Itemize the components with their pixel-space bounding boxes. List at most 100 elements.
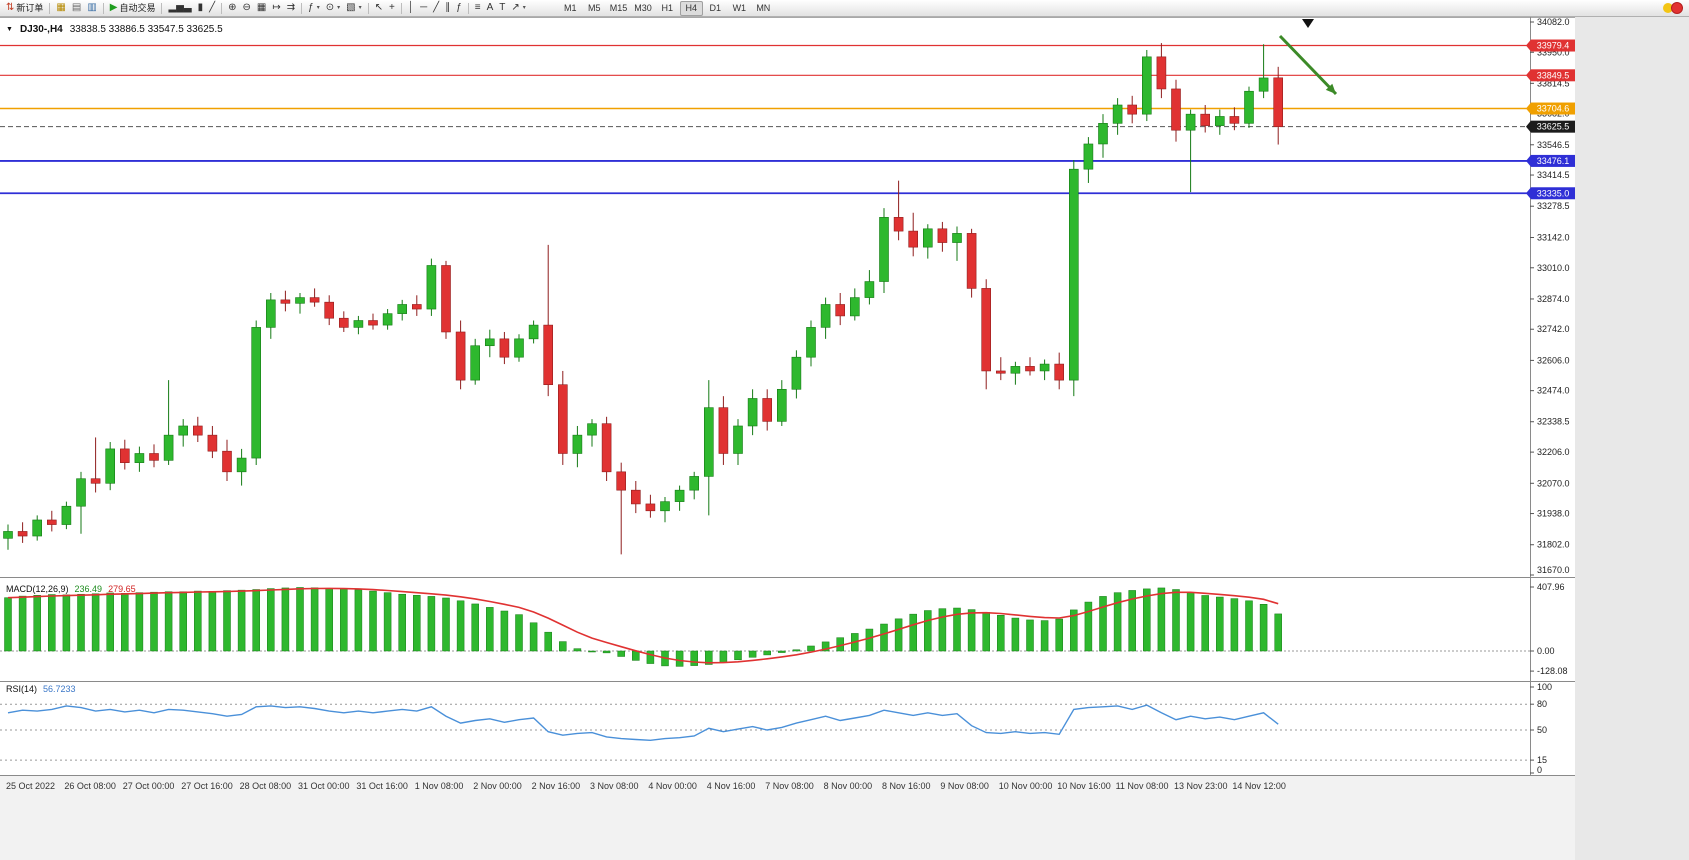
candle-body: [762, 398, 773, 422]
macd-histogram-bar: [821, 641, 830, 652]
timeframe-m5[interactable]: M5: [583, 1, 606, 16]
annotation-arrowhead[interactable]: [1325, 83, 1336, 94]
notification-icon[interactable]: [1658, 1, 1686, 16]
timeframe-mn[interactable]: MN: [752, 1, 775, 16]
candle-body: [952, 233, 962, 243]
price-tag-label: 33335.0: [1537, 188, 1570, 198]
fibonacci-button[interactable]: ƒ: [453, 1, 465, 16]
candle-body: [1156, 56, 1167, 90]
candle-body: [207, 434, 218, 452]
price-axis-label: 33546.5: [1537, 140, 1570, 150]
candle-body: [17, 531, 28, 537]
timeframe-m15[interactable]: M15: [607, 1, 631, 16]
annotation-arrow[interactable]: [1278, 34, 1338, 96]
candle-body: [32, 519, 43, 537]
timeframe-m1[interactable]: M1: [559, 1, 582, 16]
candle-body: [528, 324, 539, 340]
candle-body: [1098, 123, 1108, 145]
profiles-button[interactable]: ▤: [69, 1, 84, 16]
main-chart[interactable]: 34082.033950.033814.533682.033546.533414…: [0, 17, 1575, 577]
macd-histogram-bar: [894, 618, 903, 652]
time-label: 2 Nov 16:00: [531, 781, 581, 791]
macd-histogram-bar: [734, 650, 742, 661]
macd-histogram-bar: [281, 587, 290, 652]
candle-body: [776, 388, 787, 422]
price-tag-label: 33979.4: [1537, 41, 1570, 51]
macd-histogram-bar: [48, 594, 56, 652]
macd-panel[interactable]: 407.96 0.00 -128.08: [0, 577, 1575, 681]
horizontal-line-button[interactable]: ─: [417, 1, 430, 16]
bar-chart-button[interactable]: ▂▅▃: [165, 1, 194, 16]
chevron-down-icon: ▾: [522, 5, 526, 11]
cursor-button[interactable]: ↖: [372, 1, 386, 16]
candle-body: [791, 356, 802, 390]
crosshair-button[interactable]: +: [386, 1, 398, 16]
zoom-in-button[interactable]: ⊕: [225, 1, 239, 16]
macd-histogram-bar: [413, 595, 421, 652]
channel-button[interactable]: ∥: [442, 1, 453, 16]
candle-body: [674, 489, 685, 502]
timeframe-d1[interactable]: D1: [704, 1, 727, 16]
indicators-button[interactable]: ƒ ▾: [305, 1, 323, 16]
timeframe-w1[interactable]: W1: [728, 1, 751, 16]
rsi-value: 56.7233: [43, 684, 76, 694]
vertical-line-button[interactable]: │: [405, 1, 417, 16]
time-label: 28 Oct 08:00: [239, 781, 292, 791]
rsi-panel[interactable]: 100 80 50 150: [0, 681, 1575, 775]
candle-body: [1010, 366, 1021, 374]
templates-button[interactable]: ▧ ▾: [343, 1, 364, 16]
arrows-button[interactable]: ↗ ▾: [508, 1, 528, 16]
charts-grid-button[interactable]: ▦: [53, 1, 68, 16]
candle-body: [280, 299, 291, 304]
text-label-button[interactable]: T: [496, 1, 508, 16]
ohlc-values: 33838.5 33886.5 33547.5 33625.5: [69, 24, 223, 35]
top-marker-triangle[interactable]: [1302, 19, 1314, 28]
trendline-button[interactable]: ╱: [430, 1, 442, 16]
autotrading-icon: ▶: [109, 2, 118, 13]
candlestick-chart-button[interactable]: ▮: [195, 1, 207, 16]
toolbar-separator: [367, 2, 369, 14]
chevron-down-icon[interactable]: ▼: [6, 26, 13, 33]
text-button[interactable]: A: [484, 1, 497, 16]
periods-button[interactable]: ⊙ ▾: [323, 1, 343, 16]
candle-body: [76, 478, 86, 507]
chart-shift-icon: ⇉: [286, 2, 296, 13]
macd-histogram-bar: [121, 593, 129, 652]
candle-body: [922, 228, 933, 248]
macd-histogram-bar: [471, 603, 479, 652]
macd-histogram-bar: [1011, 617, 1020, 652]
chart-window[interactable]: 34082.033950.033814.533682.033546.533414…: [0, 17, 1575, 860]
timeframe-h1[interactable]: H1: [656, 1, 679, 16]
time-label: 1 Nov 08:00: [414, 781, 464, 791]
price-axis-label: 33414.5: [1537, 170, 1570, 180]
market-watch-icon: ▥: [87, 2, 97, 13]
zoom-out-button[interactable]: ⊖: [240, 1, 254, 16]
autotrading-button[interactable]: ▶ 自动交易: [107, 1, 159, 16]
auto-scroll-button[interactable]: ↦: [269, 1, 283, 16]
price-tag: [1531, 39, 1575, 52]
toolbar-separator: [49, 2, 51, 14]
candle-body: [543, 324, 554, 386]
chart-shift-button[interactable]: ⇉: [284, 1, 298, 16]
timeframe-m30[interactable]: M30: [631, 1, 655, 16]
timeframe-h4[interactable]: H4: [679, 0, 703, 16]
line-chart-button[interactable]: ╱: [206, 1, 218, 16]
candle-body: [966, 233, 977, 289]
candle-body: [426, 265, 437, 310]
chart-title: ▼ DJ30-,H4 33838.5 33886.5 33547.5 33625…: [6, 24, 223, 35]
periods-icon: ⊙: [325, 2, 335, 13]
candle-body: [441, 265, 451, 333]
tile-windows-button[interactable]: ▦: [254, 1, 269, 16]
macd-histogram-bar: [310, 587, 319, 652]
new-order-button[interactable]: ⇅ 新订单: [3, 1, 46, 16]
shapes-button[interactable]: ≡: [472, 1, 484, 16]
candle-body: [893, 217, 904, 232]
price-tag: [1531, 120, 1575, 133]
price-tag-label: 33625.5: [1537, 122, 1570, 132]
rsi-axis-label: 0: [1537, 765, 1542, 775]
macd-histogram-bar: [500, 610, 509, 652]
market-watch-button[interactable]: ▥: [84, 1, 99, 16]
candle-body: [1025, 366, 1035, 372]
candle-body: [251, 327, 261, 459]
toolbar-separator: [221, 2, 223, 14]
